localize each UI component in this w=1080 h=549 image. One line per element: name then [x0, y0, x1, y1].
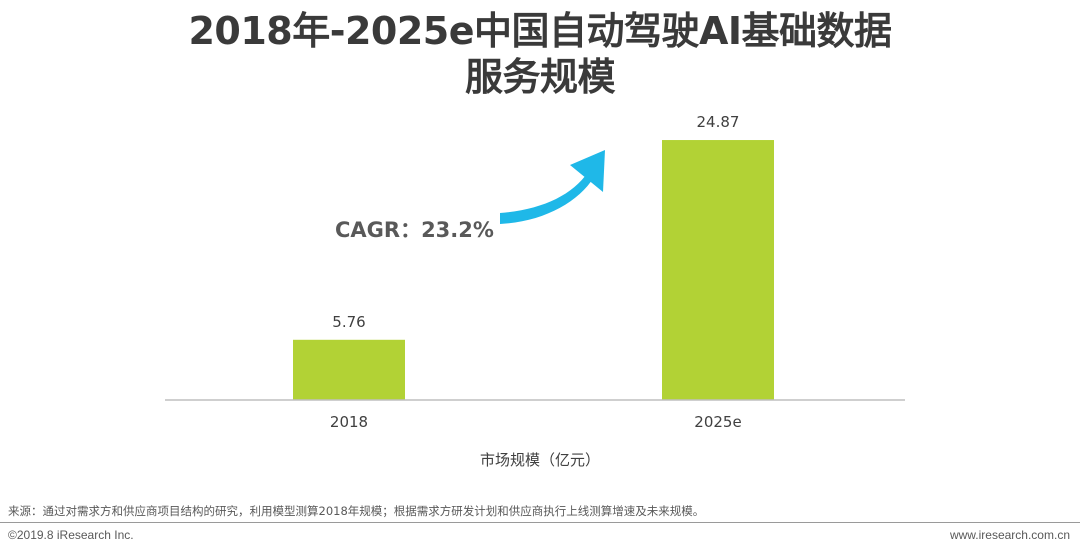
growth-arrow-head: [570, 150, 605, 192]
bar-2025e: [662, 140, 774, 400]
website-link[interactable]: www.iresearch.com.cn: [949, 528, 1070, 542]
cagr-annotation: CAGR：23.2%: [335, 218, 494, 242]
bar-2018: [293, 339, 405, 400]
footer-divider: [0, 522, 1080, 523]
growth-arrow-shaft: [500, 172, 594, 224]
chart-title: 2018年-2025e中国自动驾驶AI基础数据 服务规模: [40, 8, 1040, 100]
chart-title-line-1: 2018年-2025e中国自动驾驶AI基础数据: [188, 9, 892, 53]
copyright-text: ©2019.8 iResearch Inc.: [8, 528, 134, 542]
tick-label-2018: 2018: [330, 413, 368, 431]
tick-label-2025e: 2025e: [694, 413, 741, 431]
chart-title-line-2: 服务规模: [464, 55, 616, 99]
value-label-2018: 5.76: [332, 313, 365, 331]
growth-arrow: [500, 150, 605, 224]
value-label-2025e: 24.87: [697, 113, 740, 131]
source-note: 来源：通过对需求方和供应商项目结构的研究，利用模型测算2018年规模；根据需求方…: [8, 504, 705, 518]
x-axis-label: 市场规模（亿元）: [479, 451, 600, 469]
